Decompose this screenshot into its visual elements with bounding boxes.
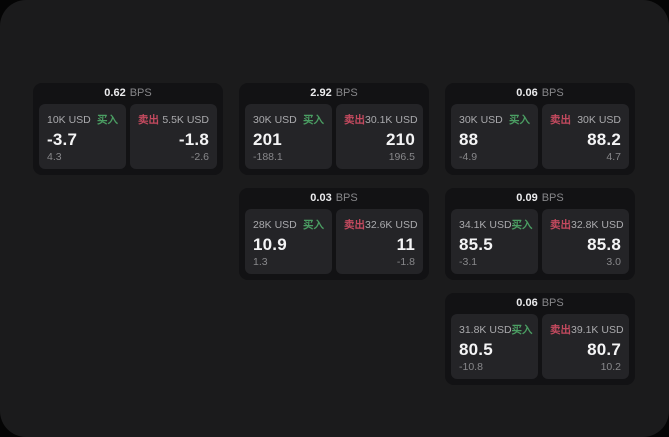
sell-panel[interactable]: 卖出 30K USD 88.2 4.7 [542, 104, 629, 169]
sell-amount: 32.8K USD [571, 219, 624, 231]
sell-amount: 30K USD [577, 114, 621, 126]
sell-label: 卖出 [344, 114, 365, 126]
sell-panel[interactable]: 卖出 32.6K USD 11 -1.8 [336, 209, 423, 274]
buy-price: 201 [253, 130, 282, 149]
buy-amount: 34.1K USD [459, 219, 512, 231]
buy-price: 10.9 [253, 235, 287, 254]
sell-panel[interactable]: 卖出 39.1K USD 80.7 10.2 [542, 314, 629, 379]
sell-change: 10.2 [600, 361, 621, 373]
sell-change: 4.7 [606, 151, 621, 163]
quote-card: 0.09 BPS 34.1K USD 买入 85.5 -3.1 卖出 32.8K… [445, 188, 635, 280]
sell-label: 卖出 [550, 219, 571, 231]
buy-panel[interactable]: 31.8K USD 买入 80.5 -10.8 [451, 314, 538, 379]
buy-change: -10.8 [459, 361, 483, 373]
sell-price: 85.8 [587, 235, 621, 254]
sell-panel[interactable]: 卖出 30.1K USD 210 196.5 [336, 104, 423, 169]
spread-header: 2.92 BPS [245, 83, 423, 104]
quote-panels: 30K USD 买入 201 -188.1 卖出 30.1K USD 210 1… [245, 104, 423, 169]
spread-unit: BPS [335, 192, 358, 204]
buy-amount: 30K USD [253, 114, 297, 126]
sell-amount: 32.6K USD [365, 219, 418, 231]
sell-panel[interactable]: 卖出 32.8K USD 85.8 3.0 [542, 209, 629, 274]
spread-header: 0.62 BPS [39, 83, 217, 104]
spread-value: 0.06 [516, 297, 538, 309]
sell-label: 卖出 [550, 324, 571, 336]
sell-price: 11 [396, 235, 415, 254]
buy-label: 买入 [509, 114, 530, 126]
spread-value: 0.06 [516, 87, 538, 99]
buy-amount: 10K USD [47, 114, 91, 126]
quote-card: 2.92 BPS 30K USD 买入 201 -188.1 卖出 30.1K … [239, 83, 429, 175]
sell-change: -2.6 [190, 151, 209, 163]
buy-price: 80.5 [459, 340, 493, 359]
buy-change: -4.9 [459, 151, 478, 163]
sell-change: 3.0 [606, 256, 621, 268]
buy-amount: 31.8K USD [459, 324, 512, 336]
quote-grid: 0.62 BPS 10K USD 买入 -3.7 4.3 卖出 5.5K USD… [33, 83, 635, 385]
sell-change: -1.8 [396, 256, 415, 268]
buy-label: 买入 [511, 219, 533, 231]
spread-unit: BPS [541, 87, 564, 99]
sell-amount: 5.5K USD [162, 114, 209, 126]
spread-value: 2.92 [310, 87, 332, 99]
buy-label: 买入 [511, 324, 533, 336]
quote-card: 0.06 BPS 31.8K USD 买入 80.5 -10.8 卖出 39.1… [445, 293, 635, 385]
spread-value: 0.09 [516, 192, 538, 204]
spread-unit: BPS [541, 297, 564, 309]
buy-change: 1.3 [253, 256, 268, 268]
spread-value: 0.03 [310, 192, 332, 204]
spread-header: 0.03 BPS [245, 188, 423, 209]
buy-amount: 28K USD [253, 219, 297, 231]
buy-change: -188.1 [253, 151, 283, 163]
quote-panels: 28K USD 买入 10.9 1.3 卖出 32.6K USD 11 -1.8 [245, 209, 423, 274]
buy-label: 买入 [303, 114, 324, 126]
sell-amount: 30.1K USD [365, 114, 418, 126]
spread-unit: BPS [129, 87, 152, 99]
spread-header: 0.06 BPS [451, 83, 629, 104]
sell-price: 80.7 [587, 340, 621, 359]
quote-card: 0.06 BPS 30K USD 买入 88 -4.9 卖出 30K USD 8… [445, 83, 635, 175]
quote-card: 0.62 BPS 10K USD 买入 -3.7 4.3 卖出 5.5K USD… [33, 83, 223, 175]
buy-price: -3.7 [47, 130, 78, 149]
buy-change: 4.3 [47, 151, 62, 163]
quote-card: 0.03 BPS 28K USD 买入 10.9 1.3 卖出 32.6K US… [239, 188, 429, 280]
sell-label: 卖出 [138, 114, 159, 126]
buy-price: 88 [459, 130, 479, 149]
sell-amount: 39.1K USD [571, 324, 624, 336]
buy-amount: 30K USD [459, 114, 503, 126]
quote-panels: 30K USD 买入 88 -4.9 卖出 30K USD 88.2 4.7 [451, 104, 629, 169]
buy-panel[interactable]: 34.1K USD 买入 85.5 -3.1 [451, 209, 538, 274]
sell-change: 196.5 [388, 151, 415, 163]
spread-header: 0.09 BPS [451, 188, 629, 209]
quote-panels: 34.1K USD 买入 85.5 -3.1 卖出 32.8K USD 85.8… [451, 209, 629, 274]
buy-panel[interactable]: 10K USD 买入 -3.7 4.3 [39, 104, 126, 169]
sell-label: 卖出 [344, 219, 365, 231]
buy-change: -3.1 [459, 256, 478, 268]
spread-header: 0.06 BPS [451, 293, 629, 314]
quote-panels: 10K USD 买入 -3.7 4.3 卖出 5.5K USD -1.8 -2.… [39, 104, 217, 169]
sell-panel[interactable]: 卖出 5.5K USD -1.8 -2.6 [130, 104, 217, 169]
sell-price: 210 [386, 130, 415, 149]
buy-panel[interactable]: 30K USD 买入 201 -188.1 [245, 104, 332, 169]
buy-panel[interactable]: 28K USD 买入 10.9 1.3 [245, 209, 332, 274]
buy-label: 买入 [97, 114, 118, 126]
spread-value: 0.62 [104, 87, 126, 99]
buy-price: 85.5 [459, 235, 493, 254]
sell-price: 88.2 [587, 130, 621, 149]
buy-panel[interactable]: 30K USD 买入 88 -4.9 [451, 104, 538, 169]
sell-price: -1.8 [178, 130, 209, 149]
sell-label: 卖出 [550, 114, 571, 126]
spread-unit: BPS [335, 87, 358, 99]
spread-unit: BPS [541, 192, 564, 204]
quote-panels: 31.8K USD 买入 80.5 -10.8 卖出 39.1K USD 80.… [451, 314, 629, 379]
buy-label: 买入 [303, 219, 324, 231]
